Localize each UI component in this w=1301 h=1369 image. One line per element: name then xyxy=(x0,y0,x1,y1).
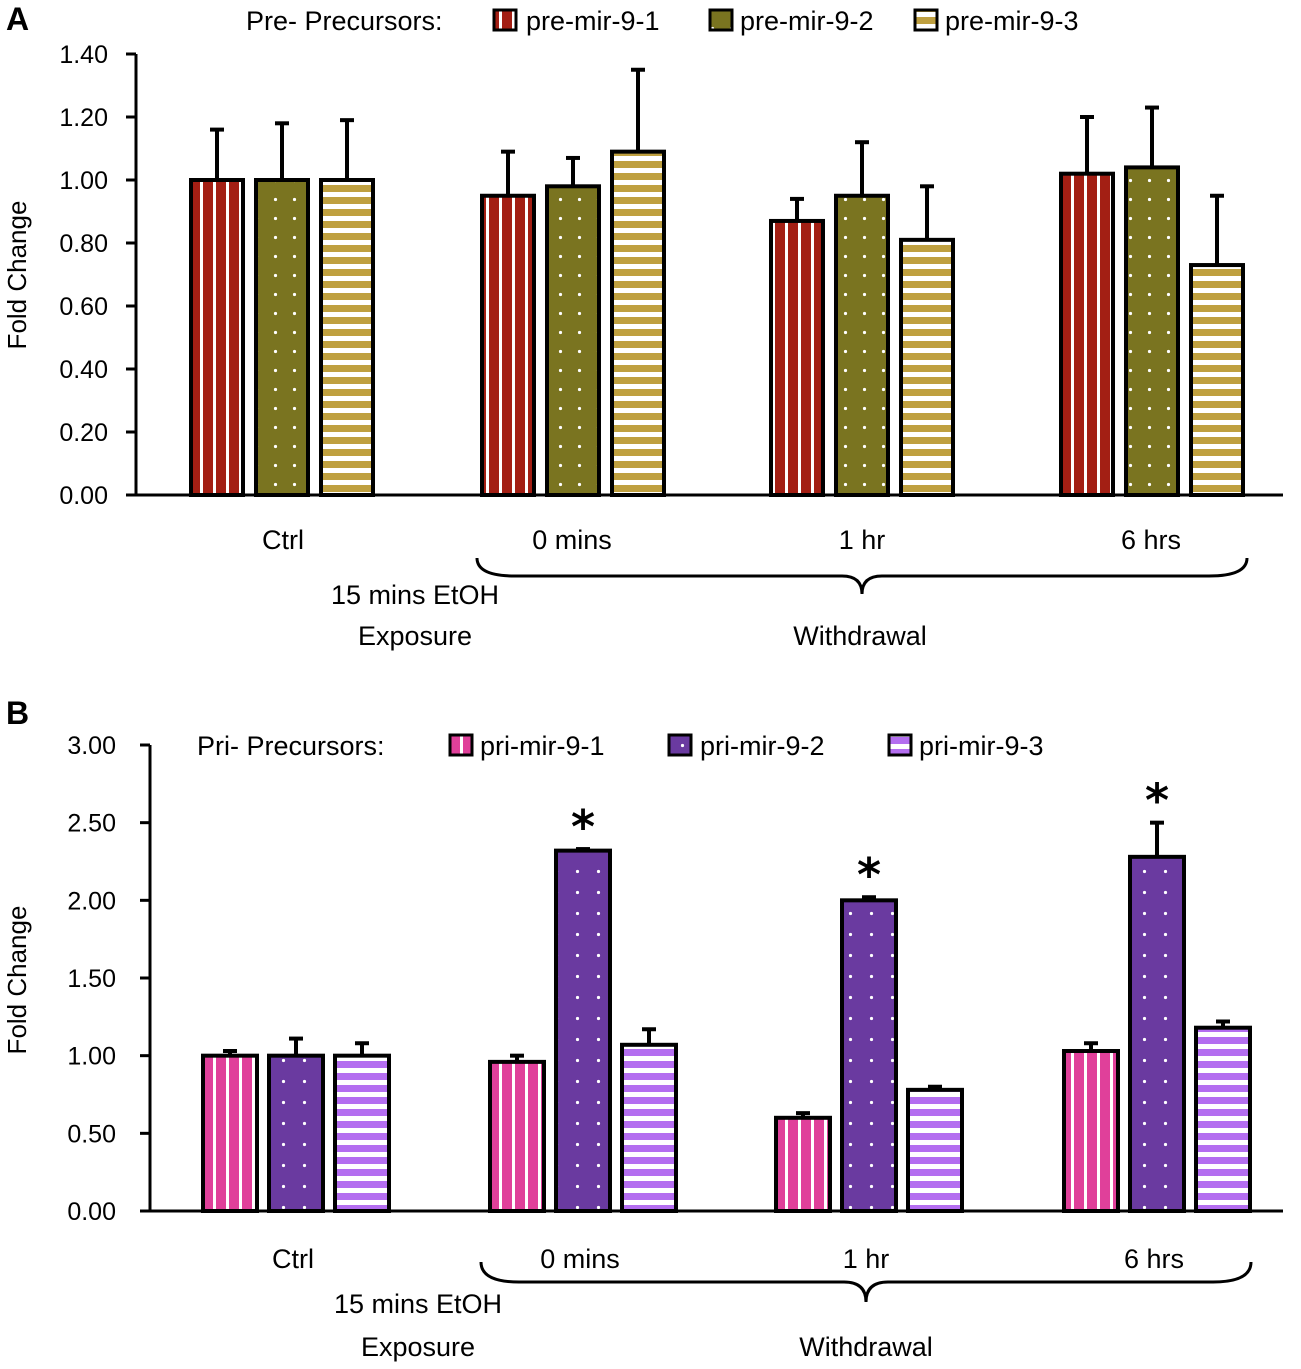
y-axis-title-b: Fold Change xyxy=(2,906,32,1055)
y-tick-label: 0.60 xyxy=(59,293,108,321)
y-tick-label: 1.20 xyxy=(59,104,108,132)
legend-label-pre-mir-9-1: pre-mir-9-1 xyxy=(526,6,660,36)
withdrawal-brace-b xyxy=(479,1261,1253,1303)
y-tick-label: 0.20 xyxy=(59,419,108,447)
significance-marker-pri-mir-9-2-0-mins: * xyxy=(571,800,595,854)
legend-title: Pri- Precursors: xyxy=(197,731,385,761)
y-tick-label: 0.00 xyxy=(67,1198,116,1226)
bar-pre-mir-9-3-6-hrs xyxy=(1189,263,1245,497)
y-tick-label: 1.00 xyxy=(67,1043,116,1071)
x-label-6hrs-a: 6 hrs xyxy=(1121,525,1181,555)
legend-swatch-pri-mir-9-3 xyxy=(887,733,913,757)
bar-pre-mir-9-1-0-mins xyxy=(480,193,536,497)
bar-pri-mir-9-1-ctrl xyxy=(201,1053,259,1213)
bar-pri-mir-9-3-6-hrs xyxy=(1194,1025,1252,1213)
legend-label-pri-mir-9-2: pri-mir-9-2 xyxy=(700,731,825,761)
group-label-exposure-line1-b: 15 mins EtOH xyxy=(334,1289,502,1319)
y-ticks-b: 0.00 0.50 1.00 1.50 2.00 2.50 3.00 xyxy=(67,732,150,1226)
x-label-ctrl-a: Ctrl xyxy=(262,525,304,555)
legend-item-pri-mir-9-1: pri-mir-9-1 xyxy=(448,731,605,761)
group-label-exposure-line2-a: Exposure xyxy=(358,621,472,651)
y-tick-label: 0.40 xyxy=(59,356,108,384)
legend-item-pri-mir-9-2: pri-mir-9-2 xyxy=(667,731,825,761)
legend-swatch-pre-mir-9-2 xyxy=(708,8,734,32)
withdrawal-brace-a xyxy=(475,557,1249,595)
legend-item-pri-mir-9-3: pri-mir-9-3 xyxy=(887,731,1044,761)
legend-label-pri-mir-9-1: pri-mir-9-1 xyxy=(480,731,605,761)
bar-pri-mir-9-3-0-mins xyxy=(620,1042,678,1213)
x-label-1hr-b: 1 hr xyxy=(843,1244,890,1274)
y-tick-label: 1.00 xyxy=(59,167,108,195)
y-tick-label: 1.40 xyxy=(59,41,108,69)
panel-b: B Pri- Precursors: pri-mir-9-1 pri-mir-9… xyxy=(2,695,1283,1362)
bar-pri-mir-9-1-0-mins xyxy=(488,1059,546,1213)
y-tick-label: 3.00 xyxy=(67,732,116,760)
bar-pre-mir-9-2-ctrl xyxy=(254,178,310,497)
legend-swatch-pri-mir-9-1 xyxy=(448,733,474,757)
significance-marker-pri-mir-9-2-6-hrs: * xyxy=(1145,774,1169,828)
bars-a xyxy=(189,67,1245,498)
group-label-exposure-line2-b: Exposure xyxy=(361,1332,475,1362)
legend-title: Pre- Precursors: xyxy=(246,6,443,36)
legend-label-pre-mir-9-3: pre-mir-9-3 xyxy=(945,6,1079,36)
y-tick-label: 0.80 xyxy=(59,230,108,258)
bar-pri-mir-9-1-6-hrs xyxy=(1062,1049,1120,1214)
bar-pre-mir-9-2-0-mins xyxy=(545,184,601,498)
panel-letter-b: B xyxy=(6,695,29,731)
legend-item-pre-mir-9-3: pre-mir-9-3 xyxy=(913,6,1079,36)
legend-label-pre-mir-9-2: pre-mir-9-2 xyxy=(740,6,874,36)
panel-letter-a: A xyxy=(6,1,29,37)
y-tick-label: 0.50 xyxy=(67,1120,116,1148)
y-tick-label: 0.00 xyxy=(59,482,108,510)
bar-pre-mir-9-3-ctrl xyxy=(319,178,375,497)
y-ticks-a: 0.00 0.20 0.40 0.60 0.80 1.00 1.20 1.40 xyxy=(59,41,136,510)
bar-pre-mir-9-1-1-hr xyxy=(769,218,825,497)
significance-marker-pri-mir-9-2-1-hr: * xyxy=(857,848,881,902)
bar-pri-mir-9-1-1-hr xyxy=(774,1115,832,1214)
group-label-withdrawal-b: Withdrawal xyxy=(799,1332,933,1362)
y-axis-title-a: Fold Change xyxy=(2,201,32,350)
group-label-withdrawal-a: Withdrawal xyxy=(793,621,927,651)
legend-swatch-pre-mir-9-3 xyxy=(913,8,939,32)
bar-pri-mir-9-3-1-hr xyxy=(906,1087,964,1213)
bar-pre-mir-9-1-ctrl xyxy=(189,178,245,497)
bar-pre-mir-9-1-6-hrs xyxy=(1059,171,1115,497)
bar-pri-mir-9-2-1-hr xyxy=(840,898,898,1213)
x-label-6hrs-b: 6 hrs xyxy=(1124,1244,1184,1274)
group-label-exposure-line1-a: 15 mins EtOH xyxy=(331,580,499,610)
legend-label-pri-mir-9-3: pri-mir-9-3 xyxy=(919,731,1044,761)
y-tick-label: 1.50 xyxy=(67,965,116,993)
legend-item-pre-mir-9-2: pre-mir-9-2 xyxy=(708,6,874,36)
bar-pre-mir-9-2-6-hrs xyxy=(1124,165,1180,497)
bar-pre-mir-9-3-1-hr xyxy=(899,237,955,497)
legend-item-pre-mir-9-1: pre-mir-9-1 xyxy=(492,6,660,36)
x-label-0mins-a: 0 mins xyxy=(532,525,612,555)
bar-pri-mir-9-3-ctrl xyxy=(333,1053,391,1213)
x-label-ctrl-b: Ctrl xyxy=(272,1244,314,1274)
legend-swatch-pri-mir-9-2 xyxy=(667,733,693,757)
x-label-0mins-b: 0 mins xyxy=(540,1244,620,1274)
bar-pri-mir-9-2-6-hrs xyxy=(1128,854,1186,1214)
bars-b: * * * xyxy=(201,774,1252,1214)
legend-swatch-pre-mir-9-1 xyxy=(492,8,518,32)
bar-pri-mir-9-2-ctrl xyxy=(267,1053,325,1213)
legend-b: Pri- Precursors: pri-mir-9-1 pri-mir-9-2… xyxy=(197,731,1044,761)
bar-pre-mir-9-3-0-mins xyxy=(610,149,666,497)
bar-pri-mir-9-2-0-mins xyxy=(554,848,612,1213)
panel-a: A Pre- Precursors: pre-mir-9-1 pre-mir-9… xyxy=(2,1,1283,651)
legend-a: Pre- Precursors: pre-mir-9-1 pre-mir-9-2… xyxy=(246,6,1079,36)
y-tick-label: 2.00 xyxy=(67,887,116,915)
bar-pre-mir-9-2-1-hr xyxy=(834,193,890,497)
x-label-1hr-a: 1 hr xyxy=(839,525,886,555)
y-tick-label: 2.50 xyxy=(67,810,116,838)
